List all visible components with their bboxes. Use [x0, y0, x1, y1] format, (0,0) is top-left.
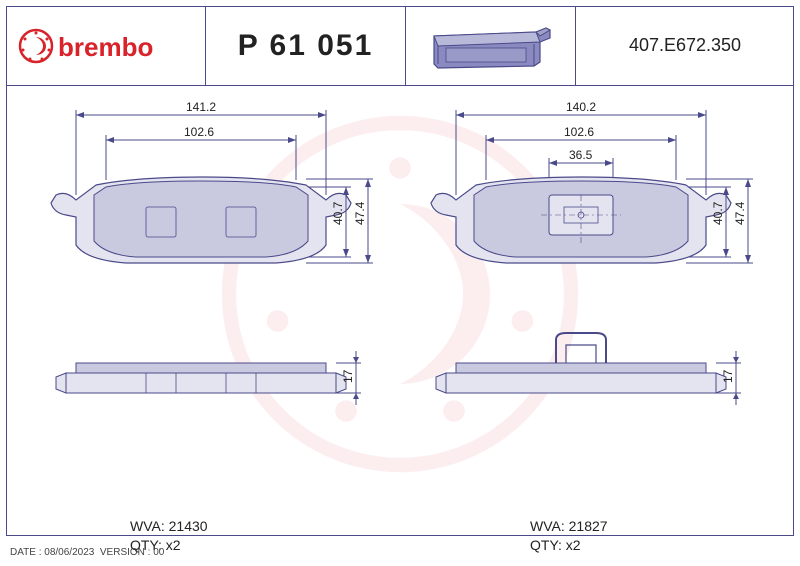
- svg-text:17: 17: [341, 369, 355, 383]
- pad-3d-icon: [426, 18, 556, 73]
- footer-version-label: VERSION :: [100, 547, 151, 558]
- pad-b-front: [431, 177, 731, 263]
- svg-text:140.2: 140.2: [566, 100, 596, 114]
- svg-text:40.7: 40.7: [711, 201, 725, 225]
- page: brembo P 61 051 407.E672.350: [0, 0, 800, 566]
- pad-b-wva: WVA: 21827: [530, 517, 608, 537]
- pad-a-dim-102.6: 102.6: [106, 125, 296, 180]
- pad-icon-cell: [406, 6, 576, 85]
- pad-a-wva: WVA: 21430: [130, 517, 208, 537]
- svg-text:102.6: 102.6: [564, 125, 594, 139]
- svg-text:17: 17: [721, 369, 735, 383]
- pad-b-side: [436, 333, 726, 393]
- svg-text:40.7: 40.7: [331, 201, 345, 225]
- footer-date: 08/06/2023: [44, 547, 94, 558]
- pad-b-qty: QTY: x2: [530, 536, 608, 556]
- footer-version: 00: [153, 547, 164, 558]
- footer-date-label: DATE :: [10, 547, 41, 558]
- ref-number-cell: 407.E672.350: [576, 6, 794, 85]
- footer: DATE : 08/06/2023 VERSION : 00: [10, 547, 164, 558]
- pad-b-column: 140.2 102.6 36.5: [401, 95, 796, 506]
- svg-text:102.6: 102.6: [184, 125, 214, 139]
- part-number-cell: P 61 051: [206, 6, 406, 85]
- svg-text:47.4: 47.4: [733, 201, 747, 225]
- pad-a-column: 141.2 102.6: [6, 95, 401, 506]
- header: brembo P 61 051 407.E672.350: [6, 6, 794, 86]
- brand-text: brembo: [58, 32, 153, 62]
- part-number: P 61 051: [238, 29, 374, 63]
- pad-a-side: [56, 363, 346, 393]
- pad-b-meta: WVA: 21827 QTY: x2: [530, 517, 608, 556]
- svg-text:36.5: 36.5: [569, 148, 593, 162]
- brembo-logo: brembo: [16, 26, 196, 66]
- svg-text:141.2: 141.2: [186, 100, 216, 114]
- brand-cell: brembo: [6, 6, 206, 85]
- pad-a-front: [51, 177, 351, 263]
- ref-number: 407.E672.350: [629, 35, 741, 56]
- pad-a-svg: 141.2 102.6: [6, 95, 401, 495]
- drawings-area: 141.2 102.6: [6, 95, 794, 506]
- svg-text:47.4: 47.4: [353, 201, 367, 225]
- pad-b-svg: 140.2 102.6 36.5: [401, 95, 796, 495]
